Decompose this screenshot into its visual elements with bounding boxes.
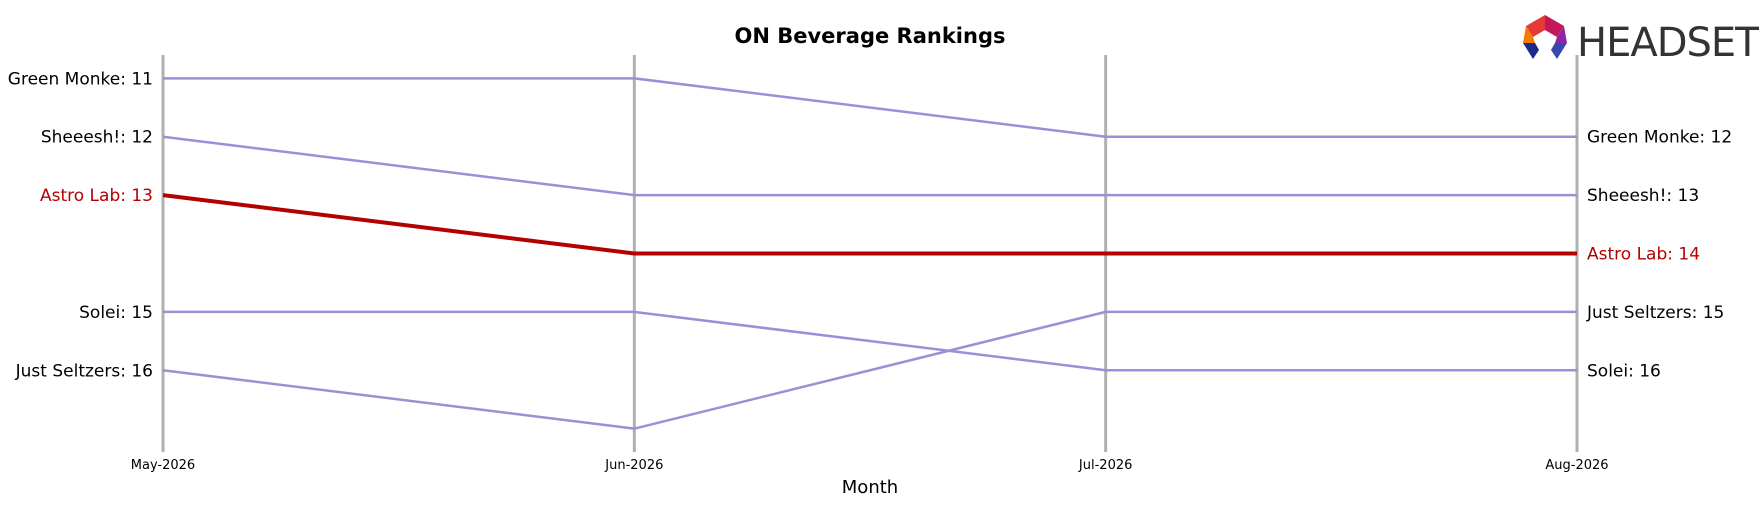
series-line-astro-lab [162, 193, 1577, 256]
x-tick-label: Jun-2026 [604, 458, 663, 473]
chart-title: ON Beverage Rankings [735, 24, 1006, 48]
series-lines [162, 77, 1577, 430]
x-axis-label: Month [842, 477, 898, 498]
end-labels: Green Monke: 12 Sheeesh!: 13 Astro Lab: 14… [1586, 128, 1732, 382]
start-labels: Green Monke: 11 Sheeesh!: 12 Astro Lab: 13… [8, 69, 153, 381]
headset-logo-text: HEADSET [1577, 20, 1759, 66]
headset-logo: HEADSET [1523, 15, 1759, 66]
start-label-just-seltzers: Just Seltzers: 16 [15, 361, 153, 381]
start-label-green-monke: Green Monke: 11 [8, 69, 153, 89]
x-tick-label: Jul-2026 [1078, 458, 1132, 473]
x-tick-label: May-2026 [131, 458, 195, 473]
x-tick-label: Aug-2026 [1545, 458, 1608, 473]
x-tick-labels: May-2026 Jun-2026 Jul-2026 Aug-2026 [131, 458, 1609, 473]
end-label-astro-lab: Astro Lab: 14 [1587, 245, 1700, 265]
series-line-green-monke [163, 77, 1577, 138]
end-label-sheeesh: Sheeesh!: 13 [1587, 186, 1699, 206]
end-label-solei: Solei: 16 [1587, 361, 1661, 381]
start-label-astro-lab: Astro Lab: 13 [40, 186, 153, 206]
series-line-sheeesh [162, 135, 1577, 197]
series-line-solei [163, 310, 1577, 372]
end-label-green-monke: Green Monke: 12 [1587, 128, 1732, 148]
series-line-just-seltzers [162, 310, 1577, 430]
start-label-sheeesh: Sheeesh!: 12 [41, 128, 153, 148]
start-label-solei: Solei: 15 [79, 303, 153, 323]
headset-logo-icon [1523, 15, 1567, 59]
end-label-just-seltzers: Just Seltzers: 15 [1586, 303, 1724, 323]
